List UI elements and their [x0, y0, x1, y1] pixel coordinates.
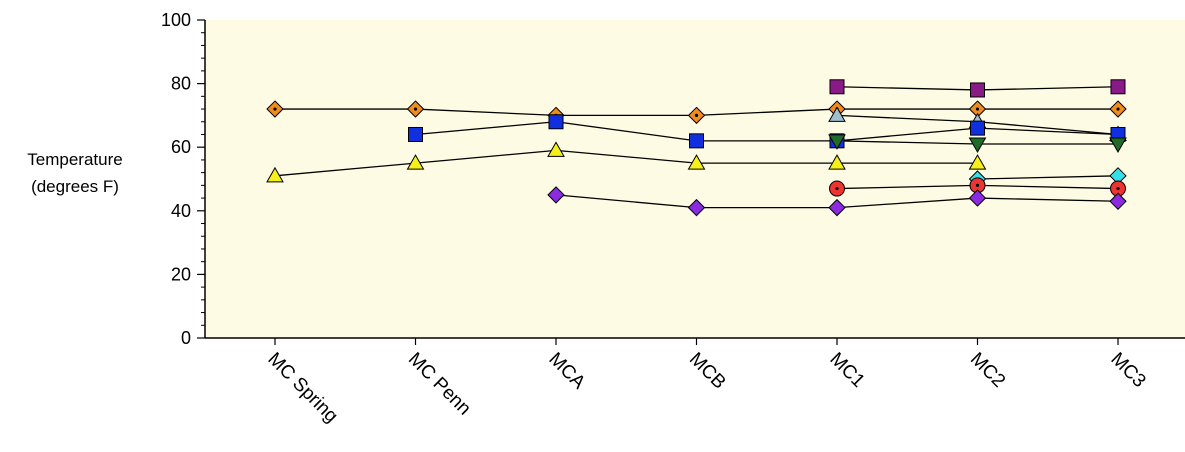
data-point-dot: [1116, 186, 1120, 191]
data-point: [1109, 137, 1127, 154]
series-line: [977, 127, 1119, 136]
data-point: [266, 166, 284, 183]
x-tick-label: MC Penn: [404, 349, 475, 420]
data-point: [828, 198, 846, 217]
y-tick-label: 80: [171, 74, 191, 94]
x-tick-label: MC2: [966, 349, 1009, 392]
series-line: [977, 197, 1119, 202]
series-line: [836, 197, 978, 209]
data-point-dot: [835, 186, 839, 191]
series-line: [415, 108, 557, 117]
y-axis-label-line2: (degrees F): [31, 177, 119, 196]
data-point-dot: [694, 113, 699, 117]
data-point: [547, 141, 565, 157]
data-point: [829, 79, 845, 95]
series-line: [415, 121, 557, 136]
data-point: [687, 198, 706, 217]
data-point: [1110, 79, 1126, 95]
data-point: [968, 189, 987, 207]
data-point: [1109, 192, 1127, 210]
data-point: [968, 154, 987, 170]
series-line: [555, 121, 697, 142]
data-point: [547, 186, 565, 204]
x-tick-label: MCB: [685, 349, 730, 394]
data-point: [687, 154, 706, 170]
y-tick-label: 60: [171, 137, 191, 157]
series-line: [977, 86, 1119, 91]
data-point: [548, 114, 564, 130]
data-point: [689, 133, 704, 149]
data-point: [828, 106, 846, 122]
x-tick-label: MC1: [825, 349, 868, 392]
data-point: [970, 82, 985, 98]
y-tick-label: 20: [171, 264, 191, 284]
data-point: [828, 154, 846, 170]
series-line: [696, 108, 838, 117]
series-line: [836, 127, 978, 142]
data-point-dot: [413, 107, 418, 111]
series-line: [977, 175, 1119, 180]
x-tick-label: MCA: [544, 349, 589, 394]
y-tick-label: 0: [181, 328, 191, 348]
data-point-dot: [1116, 107, 1120, 111]
data-point-dot: [975, 107, 980, 111]
series-line: [977, 121, 1119, 136]
series-line: [415, 149, 557, 164]
x-tick-label: MC3: [1106, 349, 1149, 392]
y-tick-label: 100: [161, 10, 191, 30]
series-line: [836, 184, 978, 190]
data-point-dot: [273, 107, 277, 111]
data-point-dot: [975, 183, 980, 187]
series-line: [836, 140, 978, 145]
data-point: [408, 126, 423, 142]
series-line: [836, 86, 978, 91]
series-line: [274, 162, 416, 177]
data-point: [970, 120, 985, 136]
data-point: [406, 154, 425, 170]
series-line: [555, 149, 697, 164]
series-line: [977, 184, 1119, 190]
series-line: [555, 194, 697, 209]
x-tick-label: MC Spring: [263, 349, 341, 427]
data-point: [968, 137, 987, 154]
y-tick-label: 40: [171, 201, 191, 221]
plot-background: [205, 20, 1185, 338]
y-axis-label-line1: Temperature: [27, 150, 123, 169]
data-point: [828, 134, 846, 150]
series-line: [836, 114, 978, 123]
